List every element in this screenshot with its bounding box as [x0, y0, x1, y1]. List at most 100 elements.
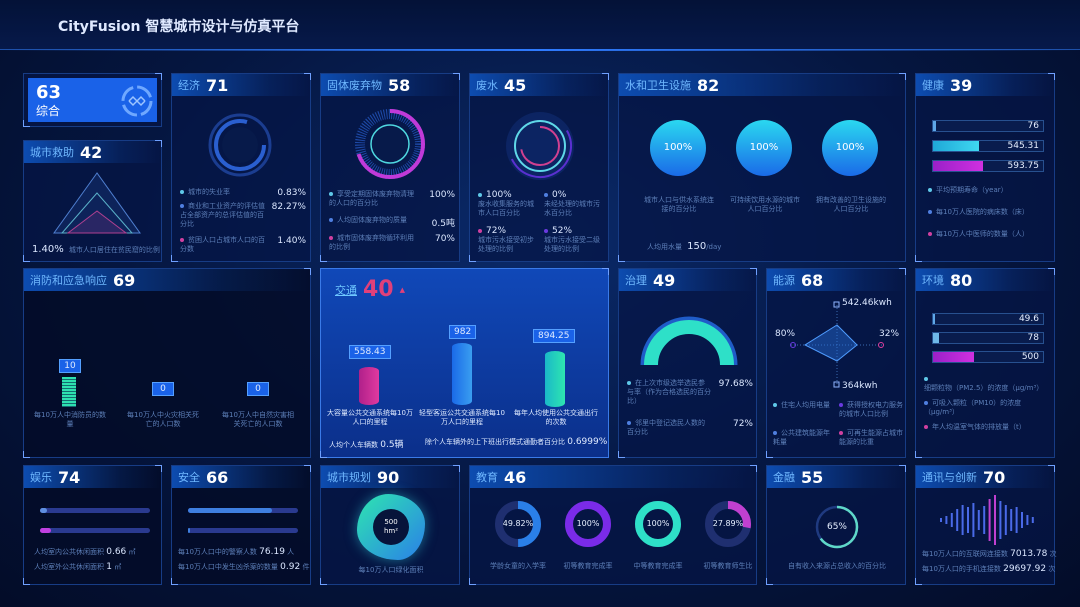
wave-bar [999, 501, 1002, 539]
fire-value-tag: 0 [247, 382, 269, 396]
metric-label: 大容量公共交通系统每10万人口的里程 [327, 409, 413, 426]
education-ring-value: 49.82% [502, 519, 534, 528]
city-network-icon [121, 85, 153, 117]
green-area-value: 500 [384, 518, 398, 526]
metric-value: 0.83% [277, 188, 306, 198]
legend-item: 公共建筑能源年耗量 [773, 429, 830, 446]
metric-unit: 件 [302, 563, 310, 571]
slum-value: 1.40% [32, 244, 64, 255]
panel-title: 经济 [178, 79, 200, 92]
panel-title: 水和卫生设施 [625, 79, 691, 92]
wave-bar [994, 495, 996, 545]
vehicles-label: 人均个人车辆数 [329, 441, 378, 449]
metric-value: 97.68% [718, 379, 753, 389]
panel-score: 42 [80, 142, 103, 162]
education-ring-value: 100% [646, 519, 670, 528]
metric-label: 城市污水接受二级处理的比例 [544, 236, 600, 253]
panel-score: 68 [801, 270, 824, 290]
panel-score: 90 [377, 467, 400, 487]
metric-label: 每10万人口中发生凶杀案的数量 [178, 563, 278, 571]
bar-value: 49.6 [1018, 314, 1039, 324]
safety-bar [188, 508, 298, 513]
wave-bar [1015, 507, 1018, 533]
app-title: CityFusion 智慧城市设计与仿真平台 [58, 19, 300, 35]
metric-label: 拥有改善的卫生设施的人口百分比 [816, 196, 886, 213]
bar-value: 500 [1021, 352, 1039, 362]
legend-item: 住宅人均用电量 [781, 401, 830, 409]
metric-label: 每10万人口绿化面积 [358, 566, 424, 574]
panel-education: 教育 46 49.82% 学龄女童的入学率 100% 初等教育完成率 100% 中… [469, 465, 757, 585]
panel-score: 49 [653, 270, 676, 290]
slum-label: 城市人口居住在贫民窟的比例 [68, 246, 160, 254]
panel-title: 金融 [773, 471, 795, 484]
wave-bar [977, 510, 980, 530]
vehicles-value: 0.5辆 [380, 440, 404, 450]
bar-value: 76 [1027, 121, 1039, 131]
metric-value: 1.40% [277, 236, 306, 246]
panel-title: 城市救助 [30, 146, 74, 159]
metric-label: 初等教育完成率 [563, 562, 613, 570]
panel-title: 固体废弃物 [327, 79, 382, 92]
wave-bar [1026, 515, 1029, 525]
education-ring-chart [705, 501, 751, 547]
legend-item: 可再生能源占城市能源的比重 [839, 429, 903, 446]
energy-radar-chart [790, 301, 884, 388]
overall-label: 综合 [36, 104, 61, 118]
panel-urban-planning: 城市规划 90 500 hm² 每10万人口绿化面积 [320, 465, 460, 585]
metric-label: 中等教育完成率 [633, 562, 683, 570]
education-ring-value: 100% [576, 519, 600, 528]
panel-title: 交通 [335, 283, 357, 297]
panel-fire-emergency: 消防和应急响应 69 10 0 0 每10万人中消防员的数量 每10万人中火灾相关… [23, 268, 311, 458]
bar-value: 78 [1027, 333, 1039, 343]
panel-score: 74 [58, 467, 81, 487]
panel-score: 39 [950, 75, 973, 95]
wave-bar [1021, 512, 1023, 528]
metric-unit: 次 [1049, 550, 1057, 558]
wave-bar [956, 509, 959, 531]
metric-label: 邻里中登记选民人数的百分比 [627, 419, 705, 436]
green-area-unit: hm² [383, 527, 399, 535]
panel-traffic[interactable]: 交通 40 ▲ 558.43 982 894.25 大容量公共交通系统每10万人口的… [320, 268, 609, 458]
panel-score: 40 [363, 277, 394, 302]
education-ring-chart [495, 501, 541, 547]
panel-title: 安全 [178, 471, 200, 484]
metric-value: 0% [552, 190, 567, 200]
triangle-chart [53, 172, 141, 234]
panel-score: 70 [983, 467, 1006, 487]
metric-label: 自有收入来源占总收入的百分比 [788, 562, 886, 570]
education-ring-chart [565, 501, 611, 547]
fire-value-tag: 0 [152, 382, 174, 396]
finance-value: 65% [826, 522, 847, 532]
panel-governance: 治理 49 在上次市级选举选民参与率（作为合格选民的百分比） 97.68% 邻里中登… [618, 268, 757, 458]
metric-label: 轻型客运公共交通系统每10万人口的里程 [419, 409, 505, 426]
fire-value-tag: 10 [59, 359, 81, 373]
overall-score-card[interactable]: 63 综合 [23, 73, 162, 127]
metric-label: 每年人均使用公共交通出行的次数 [514, 409, 598, 426]
panel-water-sanitation: 水和卫生设施 82 100% 100% 100% 城市人口与供水系统连接的百分比 … [618, 73, 906, 262]
metric-label: 人均室内公共休闲面积 [34, 548, 104, 556]
environment-bar: 500 [932, 351, 1044, 363]
water-gauge: 100% [733, 120, 795, 176]
panel-telecom: 通讯与创新 70 每10万人口的互联网连接数 7013.78 次 每10万人口的手… [915, 465, 1057, 585]
water-gauge-value: 100% [650, 120, 706, 176]
metric-value: 0.66 [106, 547, 127, 557]
traffic-value-tag: 558.43 [349, 345, 391, 359]
metric-value: 7013.78 [1010, 549, 1048, 559]
soundwave-icon [940, 495, 1034, 545]
metric-value: 0.92 [280, 562, 301, 572]
fire-bar [62, 377, 76, 407]
bar-value: 593.75 [1007, 161, 1040, 171]
trend-up-icon: ▲ [399, 285, 406, 294]
overall-score: 63 [36, 82, 62, 103]
wave-bar [1031, 517, 1034, 523]
metric-value: 82.27% [271, 202, 306, 212]
panel-score: 82 [697, 75, 720, 95]
radar-label-top: 542.46kwh [842, 298, 892, 308]
panel-health: 健康 39 76 545.31 593.75 平均预期寿命（year） 每10万人… [915, 73, 1055, 262]
radar-label-right: 32% [879, 329, 900, 339]
wave-bar [988, 499, 991, 541]
metric-label: 城市人口与供水系统连接的百分比 [644, 196, 714, 213]
panel-title: 教育 [476, 471, 498, 484]
metric-value: 52% [552, 226, 573, 236]
panel-title: 能源 [773, 274, 795, 287]
